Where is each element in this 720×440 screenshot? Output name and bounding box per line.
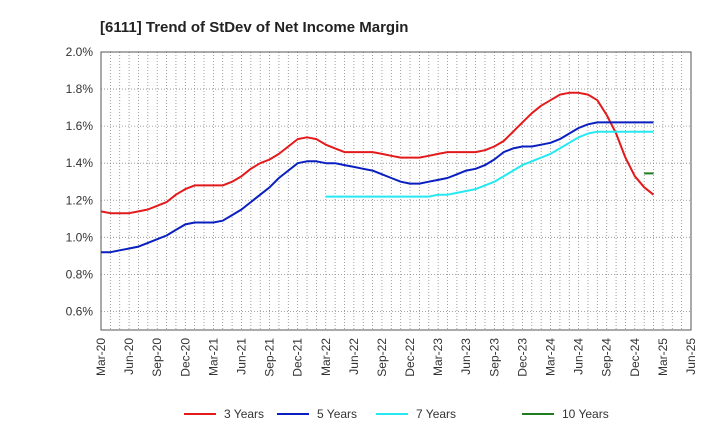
x-tick-label: Mar-25 [656,338,670,376]
legend: 3 Years 5 Years 7 Years 10 Years [184,407,609,421]
x-tick-label: Jun-22 [347,338,361,375]
y-tick-label: 2.0% [66,45,94,59]
x-tick-label: Jun-23 [459,338,473,375]
y-tick-label: 1.0% [66,230,94,244]
grid-lines [100,51,692,330]
x-tick-label: Jun-20 [122,338,136,375]
x-tick-label: Mar-20 [94,338,108,376]
x-tick-label: Mar-24 [544,338,558,376]
y-tick-label: 1.2% [66,193,94,207]
legend-label: 5 Years [317,407,357,421]
x-tick-label: Mar-23 [431,338,445,376]
x-tick-label: Dec-21 [291,338,305,377]
x-tick-label: Sep-22 [375,338,389,377]
series-line-3-years [100,91,655,215]
x-tick-label: Sep-24 [600,338,614,377]
x-tick-label: Dec-22 [403,338,417,377]
x-axis-ticks: Mar-20 Jun-20 Sep-20 Dec-20 Mar-21 Jun-21 Sep-… [94,338,698,377]
x-tick-label: Sep-21 [263,338,277,377]
legend-label: 7 Years [416,407,456,421]
y-tick-label: 1.8% [66,82,94,96]
y-tick-label: 0.8% [66,267,94,281]
x-tick-label: Jun-25 [684,338,698,375]
series-line-7-years [325,130,654,198]
legend-label: 10 Years [562,407,609,421]
y-tick-label: 0.6% [66,304,94,318]
x-tick-label: Sep-23 [487,338,501,377]
y-axis-ticks: 0.6% 0.8% 1.0% 1.2% 1.4% 1.6% 1.8% 2.0% [66,45,94,318]
plot-area [100,51,692,331]
x-tick-label: Jun-21 [234,338,248,375]
y-tick-label: 1.4% [66,156,94,170]
series-lines [100,91,655,254]
y-tick-label: 1.6% [66,119,94,133]
x-tick-label: Mar-21 [206,338,220,376]
x-tick-label: Mar-22 [319,338,333,376]
chart-title: [6111] Trend of StDev of Net Income Marg… [100,19,408,36]
x-tick-label: Dec-23 [515,338,529,377]
legend-label: 3 Years [224,407,264,421]
x-tick-label: Dec-24 [628,338,642,377]
x-tick-label: Jun-24 [572,338,586,375]
series-line-5-years [101,121,654,254]
x-tick-label: Sep-20 [150,338,164,377]
x-tick-label: Dec-20 [178,338,192,377]
